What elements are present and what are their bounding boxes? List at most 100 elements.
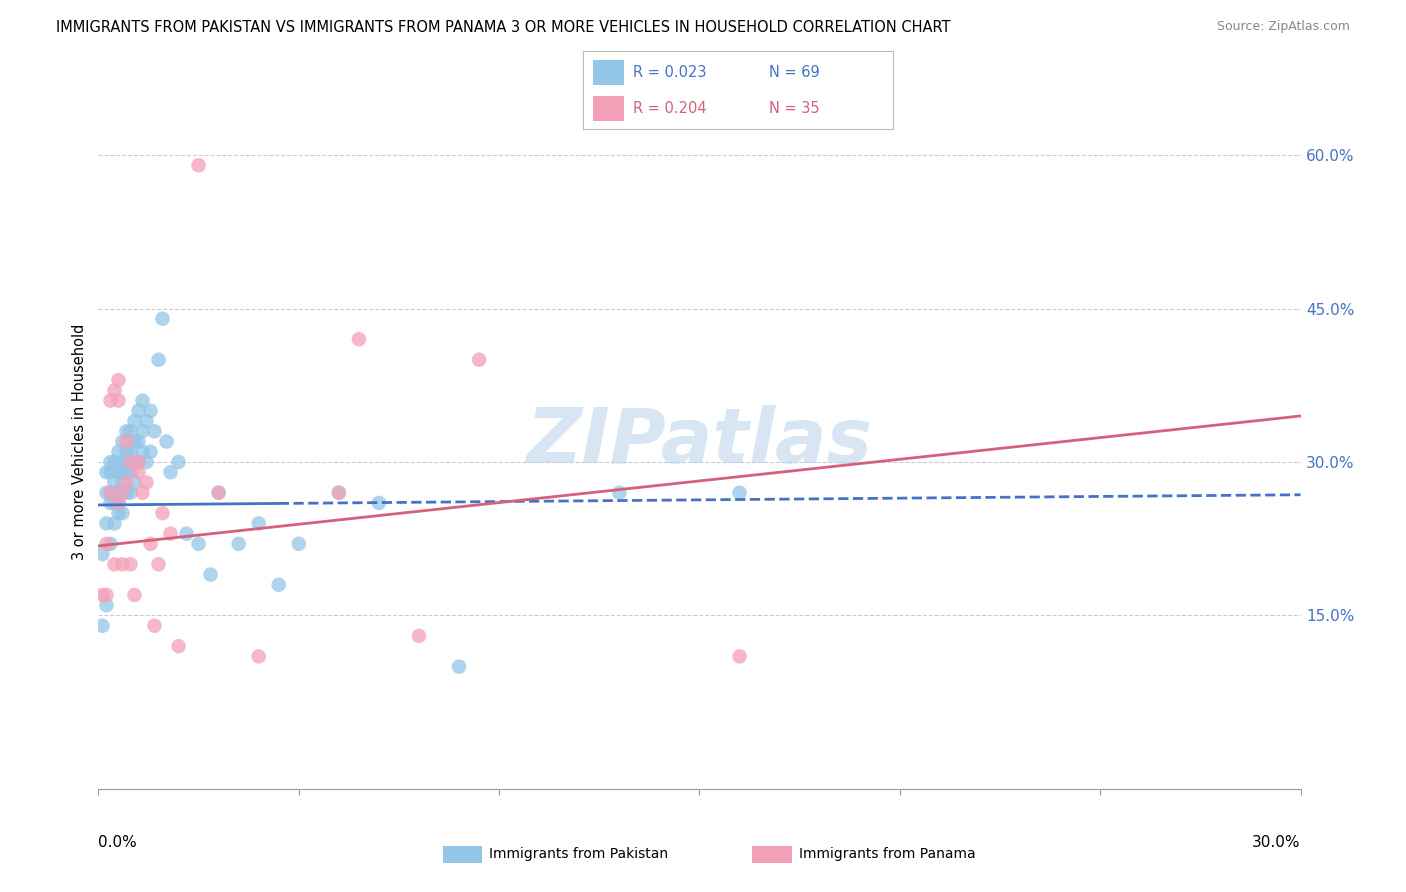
Point [103, 485, 125, 500]
Point [124, 414, 146, 428]
Point [107, 496, 129, 510]
FancyBboxPatch shape [593, 96, 624, 121]
Point [728, 485, 751, 500]
Point [100, 485, 122, 500]
Point [247, 516, 270, 531]
Point [107, 393, 129, 408]
Point [288, 537, 311, 551]
Point [115, 475, 138, 490]
Point [128, 434, 150, 449]
Point [200, 567, 222, 582]
Point [103, 455, 125, 469]
Point [131, 444, 153, 458]
Text: ZIPatlas: ZIPatlas [526, 405, 873, 478]
Point [111, 434, 134, 449]
Point [115, 485, 138, 500]
Point [100, 537, 122, 551]
Point [111, 455, 134, 469]
Point [107, 496, 129, 510]
Point [139, 404, 162, 418]
Point [96, 485, 118, 500]
Point [120, 485, 142, 500]
Point [139, 537, 162, 551]
Point [347, 332, 370, 346]
Point [167, 455, 190, 469]
Point [159, 465, 181, 479]
Point [91, 588, 114, 602]
Point [115, 434, 138, 449]
Point [111, 465, 134, 479]
Point [124, 588, 146, 602]
Point [128, 455, 150, 469]
Point [111, 475, 134, 490]
Point [107, 465, 129, 479]
Point [267, 578, 290, 592]
Text: Immigrants from Panama: Immigrants from Panama [799, 847, 976, 861]
Point [208, 485, 231, 500]
Point [115, 465, 138, 479]
Point [100, 393, 122, 408]
Point [103, 384, 125, 398]
Point [100, 455, 122, 469]
Point [408, 629, 430, 643]
Point [103, 558, 125, 572]
Point [96, 516, 118, 531]
Point [124, 434, 146, 449]
Point [135, 414, 157, 428]
Point [143, 425, 166, 439]
Point [176, 526, 198, 541]
Point [100, 465, 122, 479]
Point [247, 649, 270, 664]
Point [115, 425, 138, 439]
Point [96, 537, 118, 551]
Text: R = 0.204: R = 0.204 [633, 102, 707, 117]
Point [187, 537, 209, 551]
FancyBboxPatch shape [593, 61, 624, 86]
Text: 0.0%: 0.0% [98, 836, 138, 850]
Point [131, 485, 153, 500]
Text: 30.0%: 30.0% [1253, 836, 1301, 850]
Text: Immigrants from Pakistan: Immigrants from Pakistan [489, 847, 668, 861]
Point [100, 485, 122, 500]
Point [107, 373, 129, 387]
Point [120, 455, 142, 469]
Text: N = 35: N = 35 [769, 102, 820, 117]
Point [148, 352, 170, 367]
Point [91, 618, 114, 632]
Point [328, 485, 350, 500]
Point [100, 496, 122, 510]
Text: R = 0.023: R = 0.023 [633, 65, 706, 80]
Point [103, 516, 125, 531]
Point [96, 588, 118, 602]
Point [107, 444, 129, 458]
Text: Source: ZipAtlas.com: Source: ZipAtlas.com [1216, 20, 1350, 33]
Point [328, 485, 350, 500]
Point [128, 404, 150, 418]
Point [115, 444, 138, 458]
Point [111, 558, 134, 572]
Point [107, 485, 129, 500]
Point [609, 485, 631, 500]
Point [187, 158, 209, 172]
Point [91, 547, 114, 561]
Point [120, 465, 142, 479]
Point [139, 444, 162, 458]
Point [128, 465, 150, 479]
Point [115, 455, 138, 469]
Point [131, 425, 153, 439]
Point [152, 311, 174, 326]
Point [103, 475, 125, 490]
Point [124, 475, 146, 490]
Point [120, 558, 142, 572]
Point [111, 485, 134, 500]
Point [152, 506, 174, 520]
Point [728, 649, 751, 664]
Point [155, 434, 177, 449]
Point [96, 465, 118, 479]
Point [159, 526, 181, 541]
Point [208, 485, 231, 500]
Point [167, 639, 190, 653]
Point [96, 599, 118, 613]
Point [135, 475, 157, 490]
Point [111, 506, 134, 520]
